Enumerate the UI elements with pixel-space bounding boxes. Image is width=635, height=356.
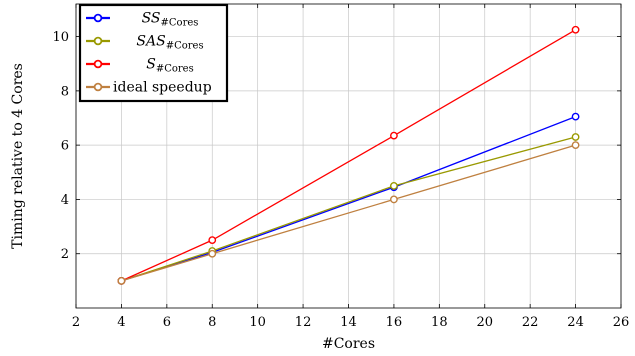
data-point (390, 181, 398, 190)
legend-entry: ideal speedup (86, 80, 212, 96)
x-tick-label: 14 (340, 315, 357, 330)
legend-box (78, 3, 229, 103)
series-4 (117, 141, 580, 285)
data-point (390, 195, 398, 204)
series-layer (117, 25, 580, 285)
series-line (121, 29, 576, 282)
x-tick-label: 26 (613, 315, 630, 330)
data-point (208, 236, 217, 245)
legend: SS#Cores SAS#Cores S#Cores ideal speedup (78, 3, 229, 103)
legend-label: SS#Cores (142, 11, 199, 29)
y-tick-label: 2 (61, 247, 69, 262)
x-tick-label: 4 (117, 315, 125, 330)
x-tick-label: 20 (476, 315, 493, 330)
y-tick-label: 4 (61, 193, 69, 208)
y-tick-label: 6 (61, 139, 69, 154)
legend-swatch-marker (93, 36, 103, 46)
legend-swatch-marker (93, 59, 103, 69)
legend-label: SAS#Cores (136, 34, 203, 52)
legend-entry: S#Cores (86, 57, 194, 75)
x-tick-label: 22 (522, 315, 539, 330)
legend-swatch-marker (93, 13, 103, 23)
series-line (121, 144, 576, 282)
legend-label: ideal speedup (113, 80, 212, 96)
legend-swatch-marker (93, 82, 103, 92)
y-tick-label: 10 (52, 30, 69, 45)
x-tick-label: 2 (72, 315, 80, 330)
y-tick-label: 8 (61, 84, 69, 99)
data-point (208, 249, 217, 258)
x-tick-label: 8 (208, 315, 216, 330)
legend-entry: SAS#Cores (86, 34, 204, 52)
x-tick-label: 18 (431, 315, 448, 330)
y-axis-title: Timing relative to 4 Cores (10, 63, 26, 249)
legend-label: S#Cores (146, 57, 193, 75)
data-point (571, 25, 580, 34)
x-tick-label: 24 (567, 315, 584, 330)
x-axis-title: #Cores (322, 336, 375, 352)
data-point (571, 133, 580, 141)
x-tick-label: 16 (386, 315, 403, 330)
data-point (571, 141, 580, 150)
data-point (571, 112, 580, 121)
series-line (121, 136, 576, 282)
x-tick-label: 12 (295, 315, 312, 330)
x-tick-label: 10 (249, 315, 266, 330)
x-tick-label: 6 (163, 315, 171, 330)
data-point (390, 131, 398, 140)
legend-entry: SS#Cores (86, 11, 198, 29)
data-point (117, 276, 126, 285)
